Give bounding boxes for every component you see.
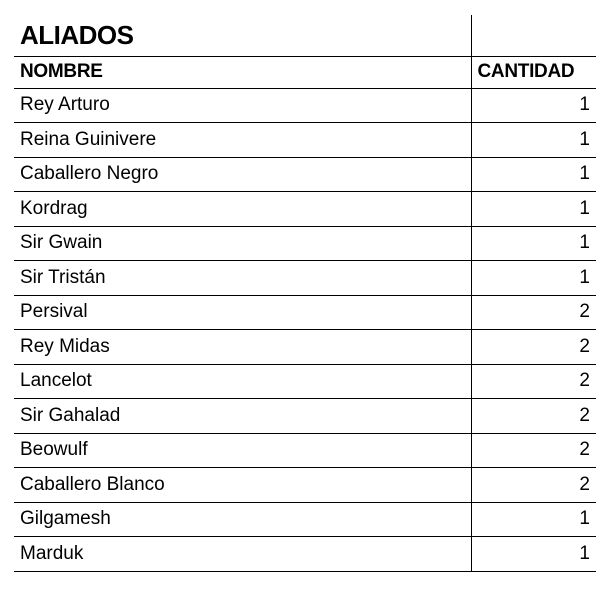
cell-cantidad: 2 (471, 468, 596, 503)
cell-nombre: Lancelot (14, 364, 471, 399)
column-header-nombre: NOMBRE (14, 56, 471, 88)
cell-nombre: Marduk (14, 537, 471, 572)
cell-cantidad: 1 (471, 226, 596, 261)
cell-cantidad: 2 (471, 330, 596, 365)
cell-nombre: Sir Gahalad (14, 399, 471, 434)
cell-nombre: Persival (14, 295, 471, 330)
title-spacer (471, 15, 596, 56)
cell-cantidad: 1 (471, 123, 596, 158)
cell-cantidad: 1 (471, 502, 596, 537)
table-row: Caballero Blanco2 (14, 468, 596, 503)
cell-cantidad: 1 (471, 261, 596, 296)
table-row: Kordrag1 (14, 192, 596, 227)
table-row: Caballero Negro1 (14, 157, 596, 192)
cell-nombre: Kordrag (14, 192, 471, 227)
table-row: Lancelot2 (14, 364, 596, 399)
cell-cantidad: 2 (471, 433, 596, 468)
cell-nombre: Beowulf (14, 433, 471, 468)
cell-nombre: Reina Guinivere (14, 123, 471, 158)
table-row: Sir Gahalad2 (14, 399, 596, 434)
cell-cantidad: 1 (471, 192, 596, 227)
cell-cantidad: 1 (471, 157, 596, 192)
cell-cantidad: 2 (471, 399, 596, 434)
header-row: NOMBRECANTIDAD (14, 56, 596, 88)
table-body: ALIADOSNOMBRECANTIDADRey Arturo1Reina Gu… (14, 15, 596, 571)
table-row: Reina Guinivere1 (14, 123, 596, 158)
cell-nombre: Sir Gwain (14, 226, 471, 261)
table-row: Sir Gwain1 (14, 226, 596, 261)
table-row: Gilgamesh1 (14, 502, 596, 537)
cell-cantidad: 2 (471, 364, 596, 399)
cell-nombre: Caballero Negro (14, 157, 471, 192)
table-row: Beowulf2 (14, 433, 596, 468)
cell-nombre: Sir Tristán (14, 261, 471, 296)
cell-cantidad: 1 (471, 88, 596, 123)
table-row: Marduk1 (14, 537, 596, 572)
table-title: ALIADOS (14, 15, 471, 56)
table-row: Sir Tristán1 (14, 261, 596, 296)
table-row: Persival2 (14, 295, 596, 330)
title-row: ALIADOS (14, 15, 596, 56)
cell-nombre: Rey Midas (14, 330, 471, 365)
cell-nombre: Gilgamesh (14, 502, 471, 537)
table-row: Rey Arturo1 (14, 88, 596, 123)
aliados-table: ALIADOSNOMBRECANTIDADRey Arturo1Reina Gu… (14, 15, 596, 572)
cell-cantidad: 2 (471, 295, 596, 330)
cell-cantidad: 1 (471, 537, 596, 572)
cell-nombre: Caballero Blanco (14, 468, 471, 503)
table-row: Rey Midas2 (14, 330, 596, 365)
column-header-cantidad: CANTIDAD (471, 56, 596, 88)
cell-nombre: Rey Arturo (14, 88, 471, 123)
